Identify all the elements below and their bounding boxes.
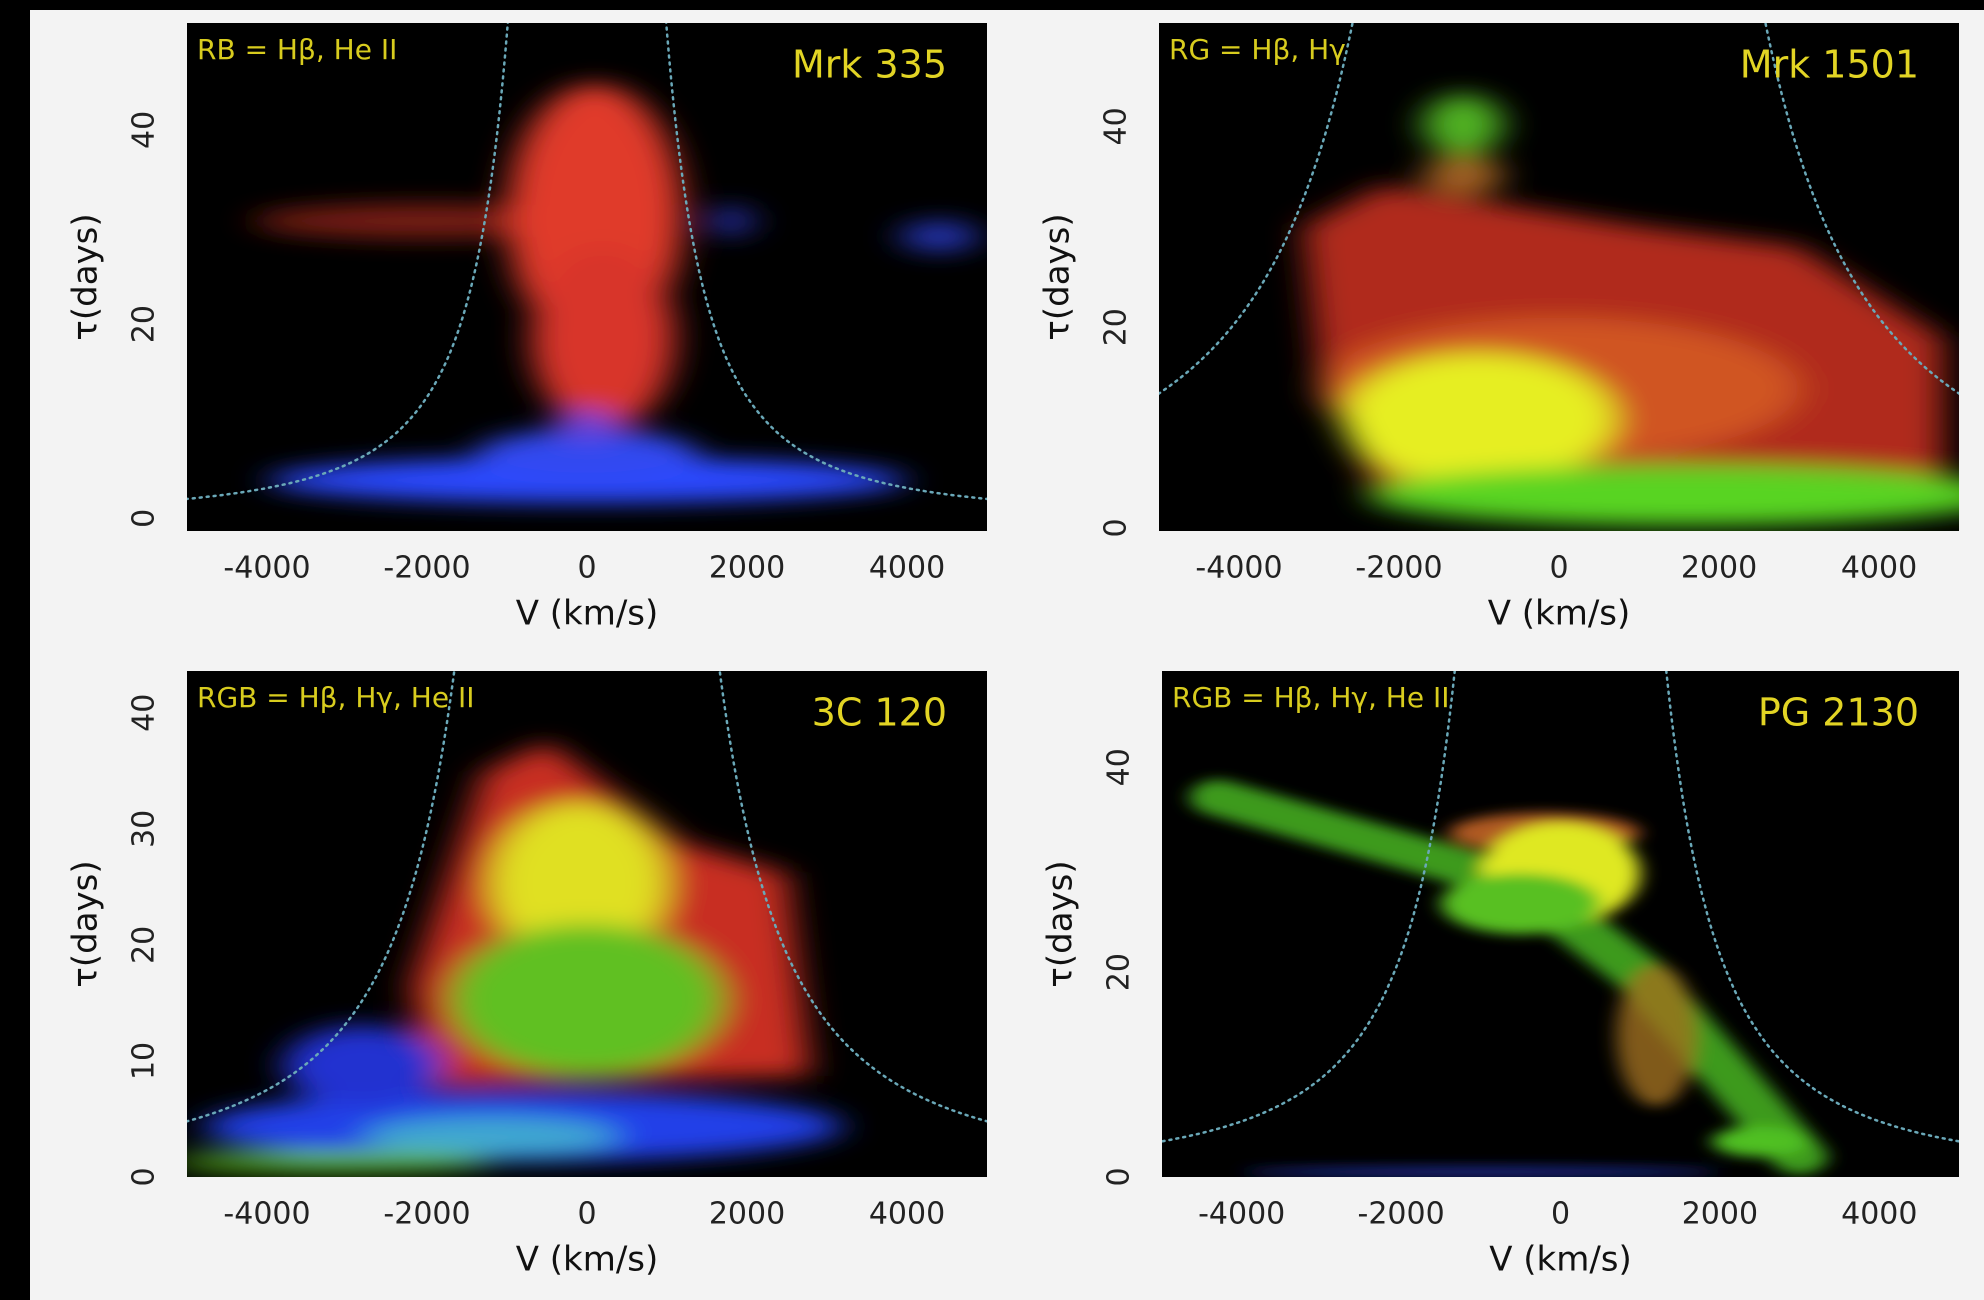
channel-label: RB = Hβ, He II	[197, 33, 397, 66]
map-image	[1162, 671, 1959, 1177]
x-tick-label: -2000	[383, 551, 470, 586]
x-tick-label: 4000	[869, 1197, 945, 1232]
x-tick-label: -4000	[1195, 551, 1282, 586]
envelope-curve	[187, 23, 510, 501]
y-axis-title: τ(days)	[1041, 860, 1081, 987]
y-axis-title: τ(days)	[66, 860, 106, 987]
x-tick-label: 4000	[869, 551, 945, 586]
x-tick-label: 0	[577, 1197, 596, 1232]
x-tick-label: 4000	[1841, 1197, 1917, 1232]
x-tick-label: 2000	[1682, 1197, 1758, 1232]
x-tick-label: 0	[577, 551, 596, 586]
x-tick-label: -2000	[383, 1197, 470, 1232]
panel-title: Mrk 335	[792, 43, 947, 87]
y-tick-label: 20	[1102, 953, 1137, 991]
x-tick-label: 0	[1551, 1197, 1570, 1232]
map-image	[187, 23, 987, 531]
y-tick-label: 40	[1099, 107, 1134, 145]
y-tick-label: 20	[127, 305, 162, 343]
y-tick-label: 40	[1102, 748, 1137, 786]
x-tick-label: -2000	[1355, 551, 1442, 586]
envelope-curve	[1665, 671, 1959, 1143]
x-tick-label: 2000	[709, 1197, 785, 1232]
x-tick-label: -2000	[1358, 1197, 1445, 1232]
map-image	[1159, 23, 1959, 531]
y-axis-title: τ(days)	[1038, 213, 1078, 340]
envelope-curve	[1159, 23, 1354, 395]
panel-title: PG 2130	[1758, 691, 1919, 735]
y-tick-label: 20	[1099, 308, 1134, 346]
y-tick-label: 40	[127, 111, 162, 149]
x-axis-title: V (km/s)	[1488, 594, 1631, 634]
y-tick-label: 0	[127, 509, 162, 528]
x-tick-label: 2000	[1681, 551, 1757, 586]
y-tick-label: 30	[127, 810, 162, 848]
x-tick-label: 2000	[709, 551, 785, 586]
panel-title: Mrk 1501	[1740, 43, 1919, 87]
envelope-curve	[1162, 671, 1456, 1143]
envelope-curve	[664, 23, 987, 501]
x-tick-label: -4000	[1198, 1197, 1285, 1232]
map-image	[187, 671, 987, 1177]
y-tick-label: 20	[127, 926, 162, 964]
x-tick-label: -4000	[223, 551, 310, 586]
y-tick-label: 0	[127, 1167, 162, 1186]
x-axis-title: V (km/s)	[516, 1240, 659, 1280]
envelope-curve	[1764, 23, 1959, 395]
channel-label: RGB = Hβ, Hγ, He II	[197, 681, 474, 714]
panel-title: 3C 120	[812, 691, 947, 735]
x-axis-title: V (km/s)	[516, 594, 659, 634]
y-tick-label: 40	[127, 694, 162, 732]
channel-label: RG = Hβ, Hγ	[1169, 33, 1346, 66]
y-tick-label: 10	[127, 1042, 162, 1080]
y-axis-title: τ(days)	[66, 213, 106, 340]
x-tick-label: -4000	[223, 1197, 310, 1232]
y-tick-label: 0	[1099, 518, 1134, 537]
x-tick-label: 0	[1549, 551, 1568, 586]
y-tick-label: 0	[1102, 1167, 1137, 1186]
x-axis-title: V (km/s)	[1489, 1240, 1632, 1280]
x-tick-label: 4000	[1841, 551, 1917, 586]
channel-label: RGB = Hβ, Hγ, He II	[1172, 681, 1449, 714]
